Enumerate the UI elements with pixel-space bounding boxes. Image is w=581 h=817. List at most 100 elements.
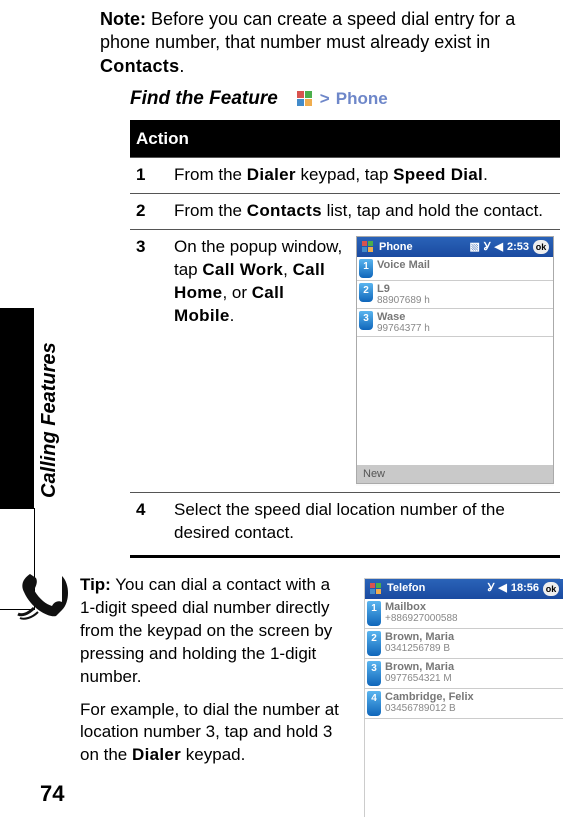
sd-text: Brown, Maria 0341256789 B <box>385 631 454 654</box>
note-body-1: Before you can create a speed dial entry… <box>100 9 515 52</box>
sd-label: Brown, Maria <box>385 661 454 673</box>
sd-label: Voice Mail <box>377 259 430 271</box>
windows-logo-icon <box>296 90 314 108</box>
speed-dial-item[interactable]: 4 Cambridge, Felix 03456789012 B <box>365 689 563 719</box>
step2-mid: list, tap and hold the contact. <box>322 201 543 220</box>
step3-mid: , <box>283 260 292 279</box>
tip-paragraph-2: For example, to dial the number at locat… <box>80 699 340 768</box>
note-paragraph: Note: Before you can create a speed dial… <box>100 8 551 78</box>
action-step-3: 3 On the popup window, tap Call Work, Ca… <box>130 229 560 492</box>
term-dialer: Dialer <box>132 745 181 764</box>
phone-tip-icon <box>16 570 74 620</box>
feature-gt: > <box>320 89 330 109</box>
step-number: 2 <box>130 194 168 230</box>
side-tab-black <box>0 308 34 508</box>
action-step-2: 2 From the Contacts list, tap and hold t… <box>130 194 560 230</box>
feature-phone: Phone <box>336 89 388 109</box>
step1-term-dialer: Dialer <box>247 165 296 184</box>
phone-screenshot-2: Telefon Ỿ ◀ 18:56 ok 1 Mailbox +88692 <box>364 578 560 817</box>
step3-term-callwork: Call Work <box>202 260 283 279</box>
sd-sub: 0977654321 M <box>385 673 454 684</box>
action-table: Action 1 From the Dialer keypad, tap Spe… <box>130 120 560 558</box>
speaker-icon: ◀ <box>498 581 506 596</box>
step2-term-contacts: Contacts <box>247 201 322 220</box>
action-step-4: 4 Select the speed dial location number … <box>130 492 560 556</box>
step2-pre: From the <box>174 201 247 220</box>
sd-badge: 4 <box>367 691 381 716</box>
titlebar-time: 18:56 <box>511 581 539 596</box>
sd-sub: 03456789012 B <box>385 703 474 714</box>
sd-sub: 99764377 h <box>377 323 430 334</box>
softkey-new[interactable]: New <box>363 467 385 482</box>
action-step-1: 1 From the Dialer keypad, tap Speed Dial… <box>130 158 560 194</box>
page-number: 74 <box>40 781 64 807</box>
speed-dial-item[interactable]: 1 Voice Mail <box>357 257 553 281</box>
sd-text: Wase 99764377 h <box>377 311 430 334</box>
titlebar-right: Ỿ ◀ 18:56 ok <box>488 581 559 596</box>
sd-text: Mailbox +886927000588 <box>385 601 458 624</box>
manual-page: Calling Features Note: Before you can cr… <box>0 8 581 817</box>
phone-frame: Phone ▧ Ỿ ◀ 2:53 ok <box>356 236 554 484</box>
step-text: On the popup window, tap Call Work, Call… <box>168 229 560 492</box>
step-text: Select the speed dial location number of… <box>168 492 560 556</box>
phone-titlebar: Phone ▧ Ỿ ◀ 2:53 ok <box>357 237 553 257</box>
sd-text: Brown, Maria 0977654321 M <box>385 661 454 684</box>
side-label: Calling Features <box>38 342 61 498</box>
titlebar-left: Telefon <box>369 581 425 596</box>
titlebar-left: Phone <box>361 240 413 255</box>
windows-flag-icon <box>361 240 375 254</box>
sd-badge: 2 <box>367 631 381 656</box>
step-number: 3 <box>130 229 168 492</box>
titlebar-right: ▧ Ỿ ◀ 2:53 ok <box>469 240 549 255</box>
phone-frame: Telefon Ỿ ◀ 18:56 ok 1 Mailbox +88692 <box>365 579 563 817</box>
sd-badge: 1 <box>367 601 381 626</box>
find-the-feature-label: Find the Feature <box>130 88 278 110</box>
speed-dial-list: 1 Mailbox +886927000588 2 Brown, Maria 0… <box>365 599 563 719</box>
speed-dial-item[interactable]: 2 Brown, Maria 0341256789 B <box>365 629 563 659</box>
action-header-row: Action <box>130 121 560 157</box>
sd-blank-area <box>357 337 553 465</box>
speed-dial-item[interactable]: 1 Mailbox +886927000588 <box>365 599 563 629</box>
term-contacts: Contacts <box>100 56 179 76</box>
sd-label: Brown, Maria <box>385 631 454 643</box>
tip-p2b: keypad. <box>181 745 245 764</box>
phone-titlebar: Telefon Ỿ ◀ 18:56 ok <box>365 579 563 599</box>
sd-text: Cambridge, Felix 03456789012 B <box>385 691 474 714</box>
step1-term-speeddial: Speed Dial <box>393 165 483 184</box>
speed-dial-list: 1 Voice Mail 2 L9 88907689 h <box>357 257 553 337</box>
titlebar-title: Telefon <box>387 581 425 596</box>
note-body-2: . <box>179 56 184 76</box>
speed-dial-item[interactable]: 3 Wase 99764377 h <box>357 309 553 337</box>
feature-path: > Phone <box>296 89 388 109</box>
step3-post1: , or <box>222 283 251 302</box>
sd-badge: 3 <box>359 311 373 330</box>
sd-text: L9 88907689 h <box>377 283 430 306</box>
step-text: From the Dialer keypad, tap Speed Dial. <box>168 158 560 194</box>
sd-label: Cambridge, Felix <box>385 691 474 703</box>
signal-icon: ▧ <box>469 240 479 255</box>
sd-badge: 2 <box>359 283 373 302</box>
ok-button[interactable]: ok <box>533 240 549 254</box>
tip-prefix: Tip: <box>80 575 111 594</box>
step1-mid: keypad, tap <box>296 165 393 184</box>
sd-sub: 0341256789 B <box>385 643 454 654</box>
find-the-feature-row: Find the Feature > Phone <box>130 88 551 110</box>
step1-post: . <box>483 165 488 184</box>
ok-button[interactable]: ok <box>543 582 559 596</box>
speed-dial-item[interactable]: 3 Brown, Maria 0977654321 M <box>365 659 563 689</box>
titlebar-time: 2:53 <box>507 240 529 255</box>
step3-post: . <box>230 306 235 325</box>
tip-body-1: You can dial a contact with a 1-digit sp… <box>80 575 332 686</box>
tip-block: Tip: You can dial a contact with a 1-dig… <box>80 574 560 768</box>
sd-label: Mailbox <box>385 601 458 613</box>
sd-badge: 1 <box>359 259 373 278</box>
windows-flag-icon <box>369 582 383 596</box>
speaker-icon: ◀ <box>495 240 503 255</box>
step3-text: On the popup window, tap Call Work, Call… <box>174 236 355 328</box>
tip-paragraph-1: Tip: You can dial a contact with a 1-dig… <box>80 574 340 689</box>
sd-sub: +886927000588 <box>385 613 458 624</box>
speed-dial-item[interactable]: 2 L9 88907689 h <box>357 281 553 309</box>
sd-sub: 88907689 h <box>377 295 430 306</box>
step-text: From the Contacts list, tap and hold the… <box>168 194 560 230</box>
step-number: 4 <box>130 492 168 556</box>
